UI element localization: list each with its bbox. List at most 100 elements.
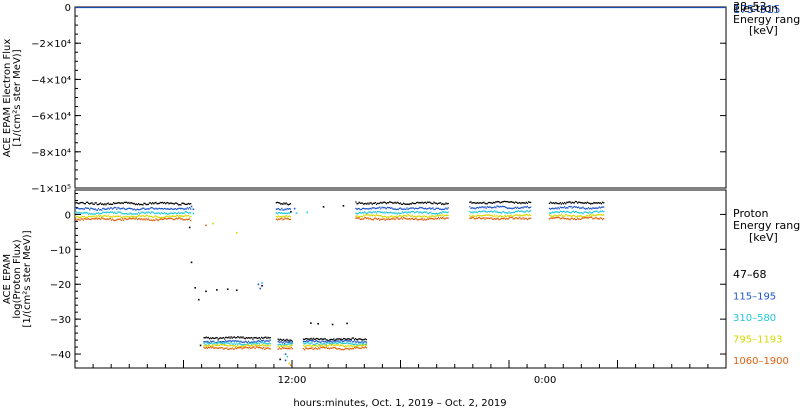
proton-point — [147, 203, 149, 206]
proton-point — [360, 202, 363, 204]
proton-point — [119, 208, 121, 210]
proton-point — [485, 217, 487, 219]
proton-point — [103, 218, 105, 220]
proton-point — [256, 337, 258, 340]
proton-point — [290, 344, 292, 347]
proton-point — [238, 343, 240, 345]
proton-point — [318, 347, 320, 349]
proton-point — [256, 346, 258, 348]
proton-point — [280, 218, 282, 220]
proton-point — [250, 345, 252, 347]
proton-point — [342, 345, 345, 347]
proton-point — [379, 219, 381, 221]
proton-point — [590, 216, 592, 218]
proton-point — [363, 211, 366, 213]
proton-point — [447, 207, 449, 209]
proton-point — [416, 207, 418, 210]
proton-point — [307, 341, 309, 344]
proton-point — [329, 344, 332, 346]
proton-point — [140, 212, 142, 214]
proton-point — [603, 214, 605, 216]
proton-point — [360, 341, 362, 344]
proton-point — [502, 211, 505, 213]
proton-point — [117, 215, 119, 217]
proton-point — [219, 343, 221, 345]
proton-scatter-point — [226, 288, 229, 291]
proton-point — [99, 218, 102, 221]
proton-point — [137, 208, 140, 211]
proton-point — [222, 348, 225, 350]
proton-point — [382, 207, 384, 209]
proton-point — [417, 210, 419, 213]
proton-point — [427, 216, 430, 218]
proton-point — [600, 217, 603, 219]
proton-point — [511, 211, 513, 214]
proton-point — [329, 342, 332, 345]
proton-point — [475, 207, 478, 209]
proton-point — [573, 211, 576, 214]
proton-point — [397, 212, 399, 214]
proton-point — [239, 341, 241, 343]
proton-point — [108, 208, 110, 210]
proton-point — [169, 212, 171, 214]
proton-point — [334, 341, 336, 343]
proton-point — [95, 215, 97, 217]
proton-point — [204, 341, 206, 343]
proton-point — [519, 216, 521, 219]
proton-point — [228, 345, 230, 347]
proton-point — [324, 343, 326, 345]
proton-point — [260, 347, 263, 349]
proton-point — [237, 343, 239, 345]
proton-point — [572, 206, 574, 208]
proton-point — [487, 217, 489, 219]
proton-point — [480, 206, 482, 209]
proton-point — [331, 344, 333, 347]
proton-point — [445, 217, 447, 219]
proton-point — [112, 219, 115, 221]
proton-point — [490, 217, 493, 219]
proton-point — [518, 202, 520, 204]
proton-point — [499, 202, 501, 204]
proton-point — [260, 339, 263, 342]
proton-point — [331, 341, 333, 343]
proton-point — [171, 212, 173, 214]
proton-point — [91, 212, 93, 215]
proton-point — [430, 202, 432, 204]
proton-point — [359, 209, 361, 211]
proton-point — [277, 344, 279, 346]
proton-point — [485, 207, 487, 209]
proton-point — [173, 203, 176, 205]
proton-point — [277, 212, 280, 214]
proton-point — [132, 209, 134, 211]
proton-point — [101, 212, 103, 215]
proton-point — [485, 214, 487, 216]
proton-point — [388, 216, 391, 218]
proton-point — [98, 209, 101, 211]
proton-point — [433, 212, 435, 215]
proton-point — [205, 336, 207, 338]
proton-point — [257, 340, 259, 342]
proton-point — [222, 344, 225, 346]
proton-point — [137, 218, 140, 220]
proton-point — [210, 345, 213, 347]
proton-point — [549, 208, 552, 210]
proton-point — [313, 343, 315, 346]
proton-point — [110, 203, 113, 205]
proton-point — [108, 216, 110, 218]
proton-point — [160, 218, 163, 220]
proton-point — [179, 212, 181, 215]
proton-point — [169, 217, 171, 219]
proton-point — [351, 346, 353, 348]
proton-point — [437, 213, 440, 215]
proton-point — [76, 216, 78, 218]
proton-point — [525, 206, 527, 208]
proton-point — [344, 342, 346, 345]
proton-point — [345, 347, 347, 350]
proton-point — [553, 202, 555, 204]
proton-point — [323, 343, 325, 345]
proton-point — [291, 348, 293, 350]
proton-point — [184, 214, 186, 216]
proton-point — [416, 216, 418, 218]
proton-point — [156, 203, 158, 205]
